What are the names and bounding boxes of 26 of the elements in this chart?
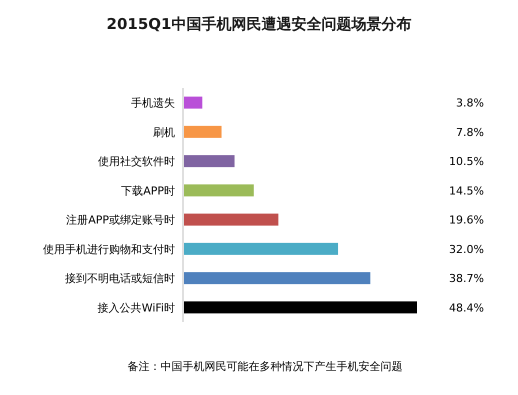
y-tick-label: 注册APP或绑定账号时 <box>66 214 175 227</box>
data-label: 48.4% <box>449 301 484 314</box>
y-tick-label: 下载APP时 <box>121 184 175 198</box>
y-tick-label: 接入公共WiFi时 <box>98 301 175 314</box>
text: 备注：中国手机网民可能在多种情况下产生手机安全问题 <box>128 360 402 373</box>
bar <box>184 272 370 284</box>
y-tick-label: 使用手机进行购物和支付时 <box>43 242 175 256</box>
y-tick-label: 使用社交软件时 <box>98 155 175 168</box>
data-label: 19.6% <box>449 214 484 227</box>
bar <box>184 96 202 109</box>
bar <box>184 301 417 314</box>
data-label: 32.0% <box>449 242 484 256</box>
bar <box>184 242 338 255</box>
data-label: 7.8% <box>456 126 484 139</box>
y-tick-label: 手机遗失 <box>131 96 175 110</box>
bar <box>184 155 235 168</box>
y-tick-label: 刷机 <box>153 126 175 139</box>
bar <box>184 214 278 226</box>
data-label: 38.7% <box>449 272 484 286</box>
data-label: 10.5% <box>449 155 484 168</box>
y-tick-label: 接到不明电话或短信时 <box>65 272 175 286</box>
bar <box>184 126 222 138</box>
bar <box>184 184 254 196</box>
chart-title: 2015Q1中国手机网民遭遇安全问题场景分布 <box>106 15 412 33</box>
data-label: 14.5% <box>449 184 484 198</box>
data-label: 3.8% <box>456 96 484 110</box>
